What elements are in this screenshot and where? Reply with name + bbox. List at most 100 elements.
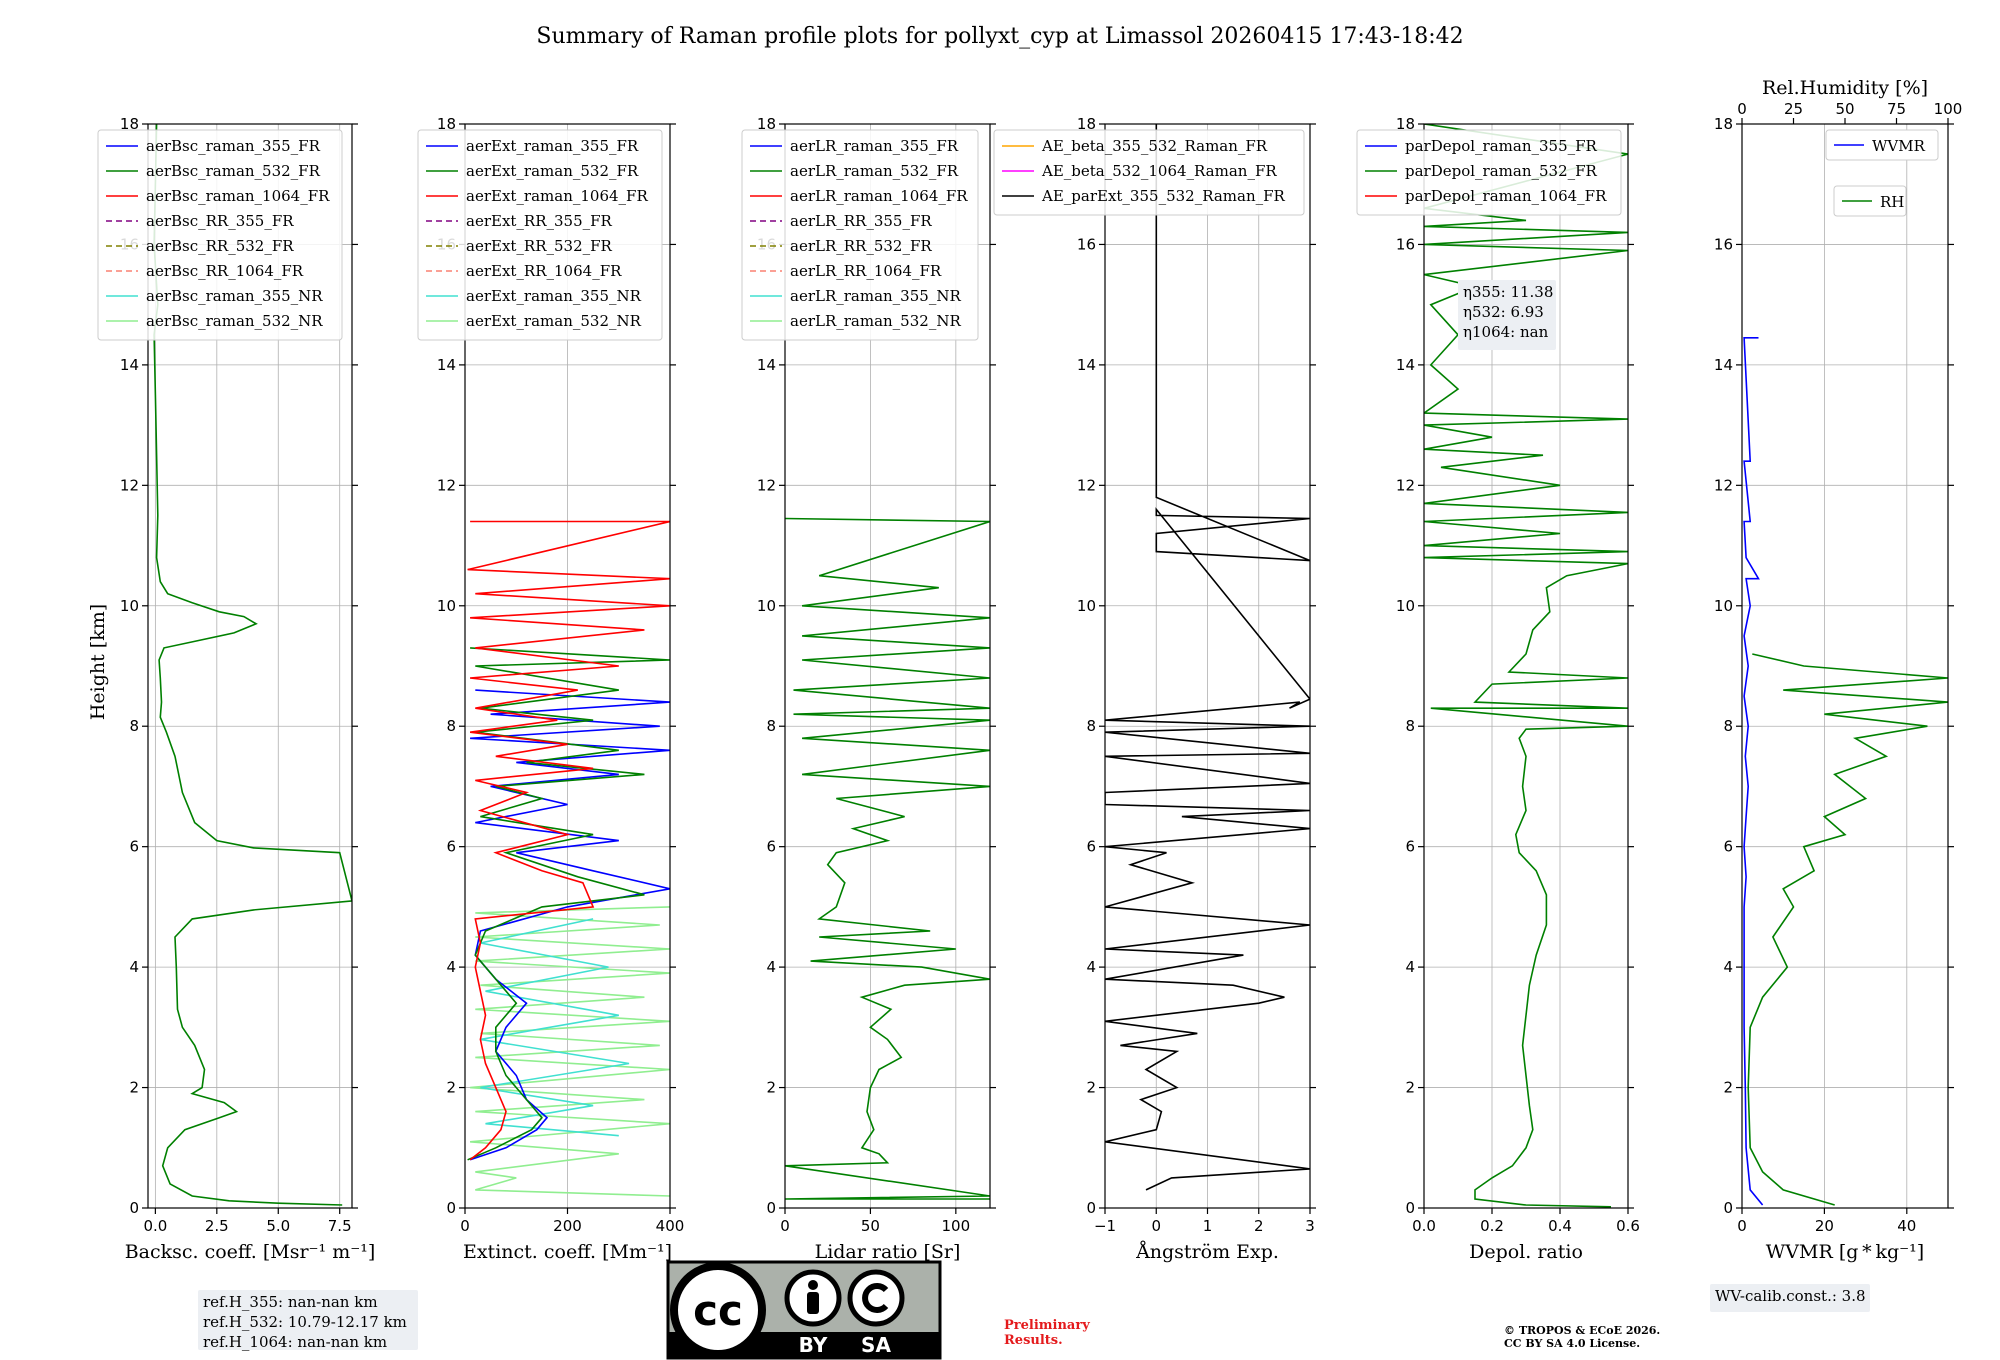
y-tick-label: 18 [1077, 115, 1096, 133]
legend-label: RH [1880, 193, 1904, 211]
series-line-RH [1747, 653, 1948, 1206]
copyright-line-1: © TROPOS & ECoE 2026. [1504, 1324, 1661, 1337]
axes-frame [784, 123, 991, 1209]
x2-tick-label: 0 [1737, 100, 1747, 118]
y-tick-label: 12 [1714, 476, 1733, 494]
legend-label: aerLR_raman_532_NR [790, 312, 961, 330]
y-tick-label: 8 [446, 717, 456, 735]
y-tick-label: 14 [120, 356, 139, 374]
x-tick-label: −1 [1094, 1217, 1116, 1235]
x-tick-label: 0.6 [1616, 1217, 1640, 1235]
annotation-line: WV-calib.const.: 3.8 [1715, 1287, 1866, 1305]
legend-label: aerExt_raman_355_NR [466, 287, 642, 305]
legend-label: aerExt_raman_532_NR [466, 312, 642, 330]
y-tick-label: 4 [1723, 958, 1733, 976]
axes-frame [1423, 123, 1629, 1209]
legend-label: aerBsc_RR_532_FR [146, 237, 294, 255]
y-tick-label: 2 [1086, 1079, 1096, 1097]
y-tick-label: 16 [1077, 235, 1096, 253]
legend-box [1356, 129, 1622, 216]
y-tick-label: 8 [129, 717, 139, 735]
y-tick-label: 6 [1405, 838, 1415, 856]
legend-label: aerBsc_RR_355_FR [146, 212, 294, 230]
legend-label: aerExt_raman_355_FR [466, 137, 639, 155]
y-tick-label: 8 [1405, 717, 1415, 735]
y-tick-label: 14 [757, 356, 776, 374]
legend-label: aerLR_raman_1064_FR [790, 187, 968, 205]
annotation-box [1458, 280, 1556, 350]
series-group [1743, 336, 1948, 1206]
y-tick-label: 14 [1714, 356, 1733, 374]
series-line-aerExt_raman_1064_FR [467, 520, 670, 1161]
x-tick-label: 0 [1151, 1217, 1161, 1235]
y-tick-label: 10 [1396, 597, 1415, 615]
legend-label: aerBsc_raman_355_NR [146, 287, 323, 305]
y-tick-label: 6 [1723, 838, 1733, 856]
y-tick-label: 12 [120, 476, 139, 494]
y-tick-label: 4 [129, 958, 139, 976]
legend-box [1825, 129, 1939, 161]
annotation-line: η532: 6.93 [1463, 303, 1544, 321]
x-tick-label: 0.2 [1480, 1217, 1504, 1235]
y-tick-label: 10 [120, 597, 139, 615]
x-tick-label: 200 [553, 1217, 582, 1235]
y-tick-label: 6 [1086, 838, 1096, 856]
x-tick-label: 0 [1737, 1217, 1747, 1235]
y-tick-label: 16 [1714, 235, 1733, 253]
legend-box [97, 129, 343, 341]
y-tick-label: 4 [446, 958, 456, 976]
by-label: BY [799, 1333, 828, 1357]
sa-recycle-icon [847, 1269, 905, 1327]
series-group [467, 520, 670, 1197]
y-tick-label: 12 [1396, 476, 1415, 494]
annotation-line: ref.H_1064: nan-nan km [203, 1333, 387, 1351]
cc-icon-text: cc [693, 1286, 743, 1335]
cc-license-badge[interactable]: cc BY SA [666, 1260, 942, 1360]
sa-recycle-arrow [862, 1283, 889, 1313]
y-tick-label: 2 [446, 1079, 456, 1097]
series-line-aerLR_raman_532_FR [785, 517, 990, 1200]
legend-label: aerExt_RR_532_FR [466, 237, 613, 255]
panel-ext: 0246810121416180200400Extinct. coeff. [M… [417, 115, 684, 1263]
x-tick-label: 5.0 [266, 1217, 290, 1235]
y-tick-label: 2 [1405, 1079, 1415, 1097]
series-group [785, 517, 990, 1200]
cc-circle-icon [670, 1262, 766, 1358]
y-tick-label: 4 [1405, 958, 1415, 976]
x-tick-label: 100 [942, 1217, 971, 1235]
annotation-line: η1064: nan [1463, 323, 1549, 341]
x-tick-label: 1 [1203, 1217, 1213, 1235]
y-tick-label: 12 [1077, 476, 1096, 494]
x-tick-label: 0.0 [143, 1217, 167, 1235]
legend-label: aerLR_raman_355_NR [790, 287, 961, 305]
y-tick-label: 0 [1405, 1199, 1415, 1217]
sa-label: SA [861, 1333, 891, 1357]
axes-frame [147, 123, 353, 1209]
y-tick-label: 16 [1396, 235, 1415, 253]
legend-label: parDepol_raman_532_FR [1405, 162, 1598, 180]
x2-axis-label: Rel.Humidity [%] [1762, 77, 1928, 99]
series-line-aerExt_raman_532_NR [470, 906, 670, 1197]
x-axis-label: WVMR [g * kg⁻¹] [1766, 1241, 1924, 1263]
x-tick-label: 2 [1254, 1217, 1264, 1235]
series-group [1105, 124, 1310, 1191]
legend-label: aerBsc_raman_1064_FR [146, 187, 330, 205]
y-tick-label: 14 [1077, 356, 1096, 374]
y-tick-label: 10 [1077, 597, 1096, 615]
x-axis-label: Depol. ratio [1469, 1241, 1583, 1263]
legend-label: WVMR [1872, 137, 1926, 155]
x-axis-label: Backsc. coeff. [Msr⁻¹ m⁻¹] [125, 1241, 376, 1263]
y-tick-label: 18 [437, 115, 456, 133]
copyright-line-2: CC BY SA 4.0 License. [1504, 1337, 1641, 1350]
y-tick-label: 6 [766, 838, 776, 856]
y-tick-label: 14 [1396, 356, 1415, 374]
y-tick-label: 0 [1086, 1199, 1096, 1217]
legend-label: aerBsc_RR_1064_FR [146, 262, 304, 280]
preliminary-results-note: Preliminary Results. [1004, 1318, 1090, 1348]
series-line-parDepol_raman_532_FR [1424, 124, 1628, 1208]
panel-lr: 024681012141618050100Lidar ratio [Sr]aer… [741, 115, 996, 1263]
series-group [1424, 124, 1628, 1208]
legend-box [417, 129, 663, 341]
